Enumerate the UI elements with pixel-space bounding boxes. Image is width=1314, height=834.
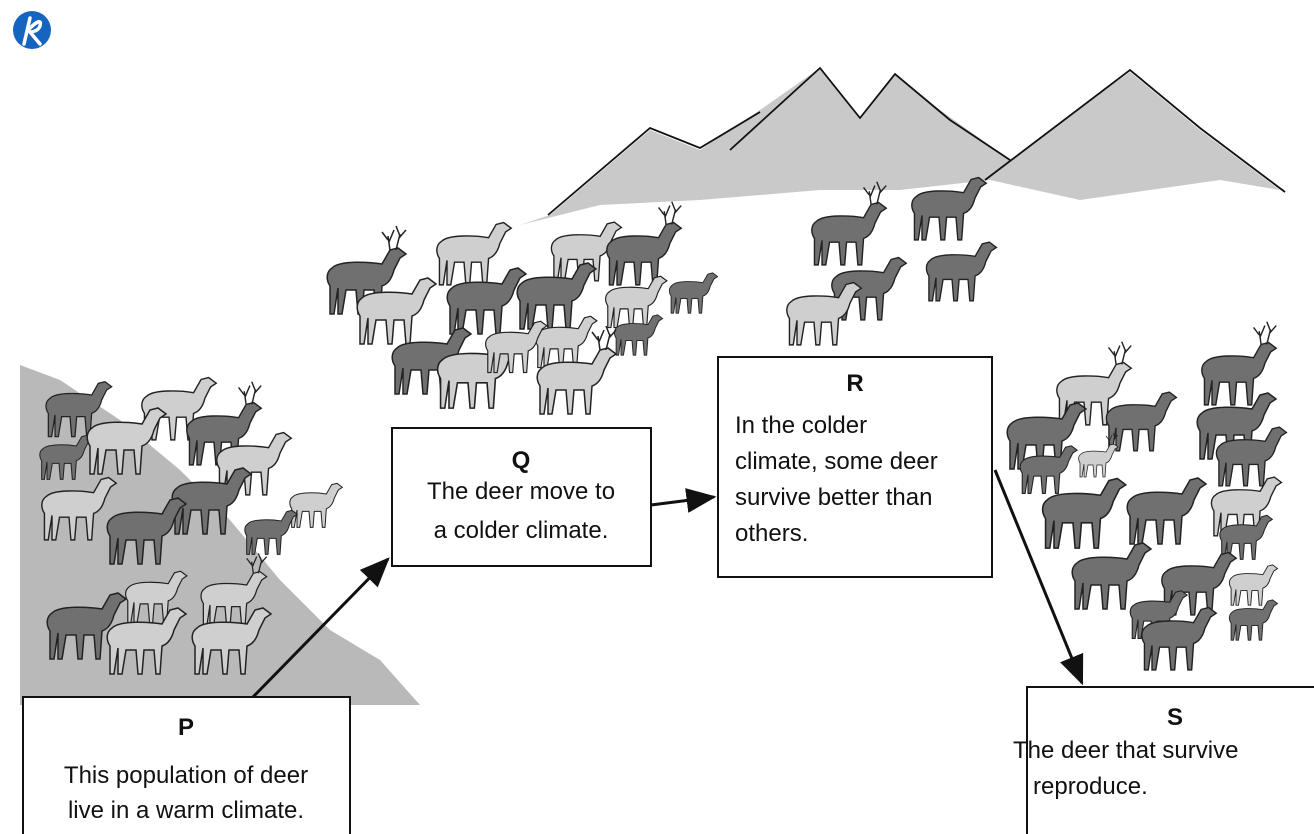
box-text: a colder climate.	[434, 517, 609, 544]
deer	[1106, 392, 1176, 451]
box-label: P	[178, 714, 194, 741]
logo	[13, 11, 51, 49]
box-text: live in a warm climate.	[68, 797, 304, 824]
box-s: S The deer that survive reproduce.	[1013, 687, 1314, 834]
box-label: S	[1167, 704, 1183, 731]
box-text: climate, some deer	[735, 448, 938, 475]
deer-body	[290, 483, 343, 527]
deer	[607, 202, 681, 285]
deer	[1229, 565, 1277, 605]
deer	[1072, 543, 1151, 609]
deer-herd	[40, 178, 1287, 674]
box-text: In the colder	[735, 412, 867, 439]
deer-body	[1106, 392, 1176, 451]
antlers	[1109, 342, 1132, 365]
deer-body	[1229, 565, 1277, 605]
deer	[1202, 322, 1276, 405]
box-r: R In the colder climate, some deer survi…	[718, 357, 992, 577]
deer-body	[614, 315, 662, 355]
box-text: The deer that survive	[1013, 737, 1238, 764]
deer	[787, 283, 861, 345]
antlers	[659, 202, 682, 225]
deer-body	[812, 203, 886, 265]
box-text: The deer move to	[427, 478, 615, 505]
box-label: R	[846, 370, 863, 397]
box-text: reproduce.	[1033, 773, 1148, 800]
antlers	[1254, 322, 1277, 345]
deer-body	[607, 223, 681, 285]
deer	[812, 182, 886, 265]
antlers	[592, 326, 616, 350]
box-text: survive better than	[735, 484, 932, 511]
deer-body	[926, 242, 996, 301]
deer	[1020, 446, 1077, 494]
deer-body	[1229, 600, 1277, 640]
diagram: P This population of deer live in a warm…	[0, 0, 1314, 834]
box-text: others.	[735, 520, 808, 547]
box-text: This population of deer	[64, 762, 308, 789]
box-p: P This population of deer live in a warm…	[23, 697, 350, 834]
deer	[437, 223, 511, 285]
deer-body	[1079, 444, 1118, 477]
deer-body	[1020, 446, 1077, 494]
deer-body	[437, 223, 511, 285]
deer	[1229, 600, 1277, 640]
antlers	[382, 226, 406, 250]
deer	[1127, 478, 1206, 544]
deer-body	[669, 273, 717, 313]
deer	[669, 273, 717, 313]
arrow-q-r	[651, 497, 714, 505]
deer-body	[787, 283, 861, 345]
deer	[290, 483, 343, 527]
deer-body	[245, 510, 298, 554]
deer	[926, 242, 996, 301]
antlers	[239, 382, 262, 405]
box-label: Q	[512, 447, 531, 474]
deer	[245, 510, 298, 554]
box-q: Q The deer move to a colder climate.	[392, 428, 651, 566]
mountains	[520, 68, 1285, 225]
deer-body	[1127, 478, 1206, 544]
deer	[614, 315, 662, 355]
deer-body	[1072, 543, 1151, 609]
